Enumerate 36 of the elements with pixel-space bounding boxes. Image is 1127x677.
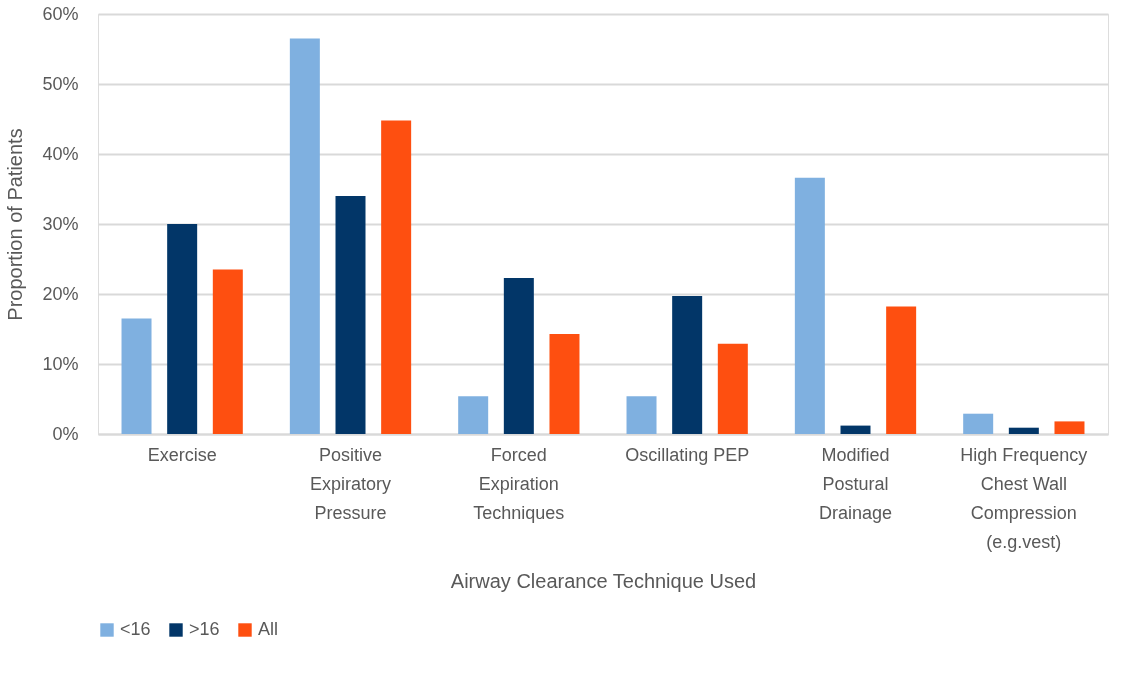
bar [167, 224, 198, 434]
legend-label: <16 [120, 619, 151, 639]
bar [335, 196, 366, 434]
bar [672, 296, 703, 434]
bar [121, 318, 152, 434]
y-axis-title: Proportion of Patients [4, 128, 27, 321]
bar [549, 333, 580, 434]
y-tick-label: 0% [52, 423, 79, 444]
bar [1008, 427, 1039, 434]
y-tick-label: 60% [42, 3, 79, 24]
bar [626, 396, 657, 434]
x-tick-label: Exercise [147, 444, 217, 465]
bar [886, 306, 917, 434]
bar [794, 177, 825, 434]
bar [717, 343, 748, 434]
y-tick-label: 10% [42, 353, 79, 374]
bar [212, 269, 243, 434]
bar [289, 38, 320, 434]
y-tick-label: 30% [42, 213, 79, 234]
x-tick-label: Oscillating PEP [625, 444, 750, 465]
x-axis-title: Airway Clearance Technique Used [450, 569, 757, 592]
bar [963, 413, 994, 434]
x-tick-label: High Frequency Chest Wall Compression (e.g.vest) [960, 444, 1088, 552]
bar [503, 277, 534, 434]
y-tick-label: 50% [42, 73, 79, 94]
y-tick-label: 40% [42, 143, 79, 164]
legend-label: All [258, 619, 279, 639]
x-tick-label: Positive Expiratory Pressure [309, 444, 392, 523]
bar [840, 425, 871, 434]
bar [381, 120, 412, 434]
y-tick-label: 20% [42, 283, 79, 304]
bar [458, 396, 489, 434]
bar [1054, 421, 1085, 434]
x-tick-label: Forced Expiration Techniques [473, 444, 565, 523]
x-tick-label: Modified Postural Drainage [818, 444, 893, 523]
legend-label: >16 [189, 619, 220, 639]
